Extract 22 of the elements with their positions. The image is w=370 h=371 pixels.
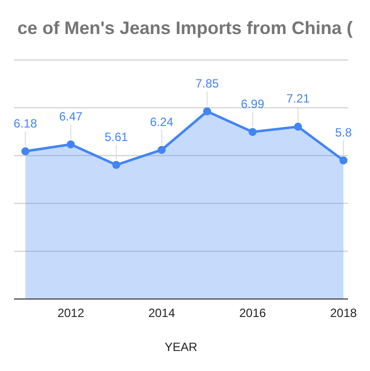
- data-label: 7.85: [195, 76, 220, 90]
- data-label: 6.47: [59, 109, 83, 124]
- x-tick-label: 2012: [57, 306, 84, 320]
- point: [339, 156, 348, 164]
- data-label: 6.24: [150, 114, 174, 129]
- data-label: 5.8: [335, 125, 352, 140]
- point: [158, 146, 166, 154]
- x-tick-label: 2016: [239, 306, 266, 320]
- point: [248, 128, 257, 136]
- data-label: 6.99: [240, 96, 265, 111]
- data-label: 7.21: [286, 92, 310, 106]
- point: [112, 160, 120, 169]
- chart-title: ce of Men's Jeans Imports from China (: [17, 18, 353, 38]
- data-label: 5.61: [104, 130, 128, 144]
- x-tick-label: 2014: [148, 306, 176, 320]
- x-axis-title: YEAR: [164, 340, 198, 354]
- data-label: 6.18: [14, 116, 38, 130]
- x-tick-label: 2018: [330, 306, 358, 320]
- point: [21, 147, 30, 156]
- point: [66, 140, 75, 148]
- point: [294, 122, 302, 131]
- point: [203, 107, 212, 116]
